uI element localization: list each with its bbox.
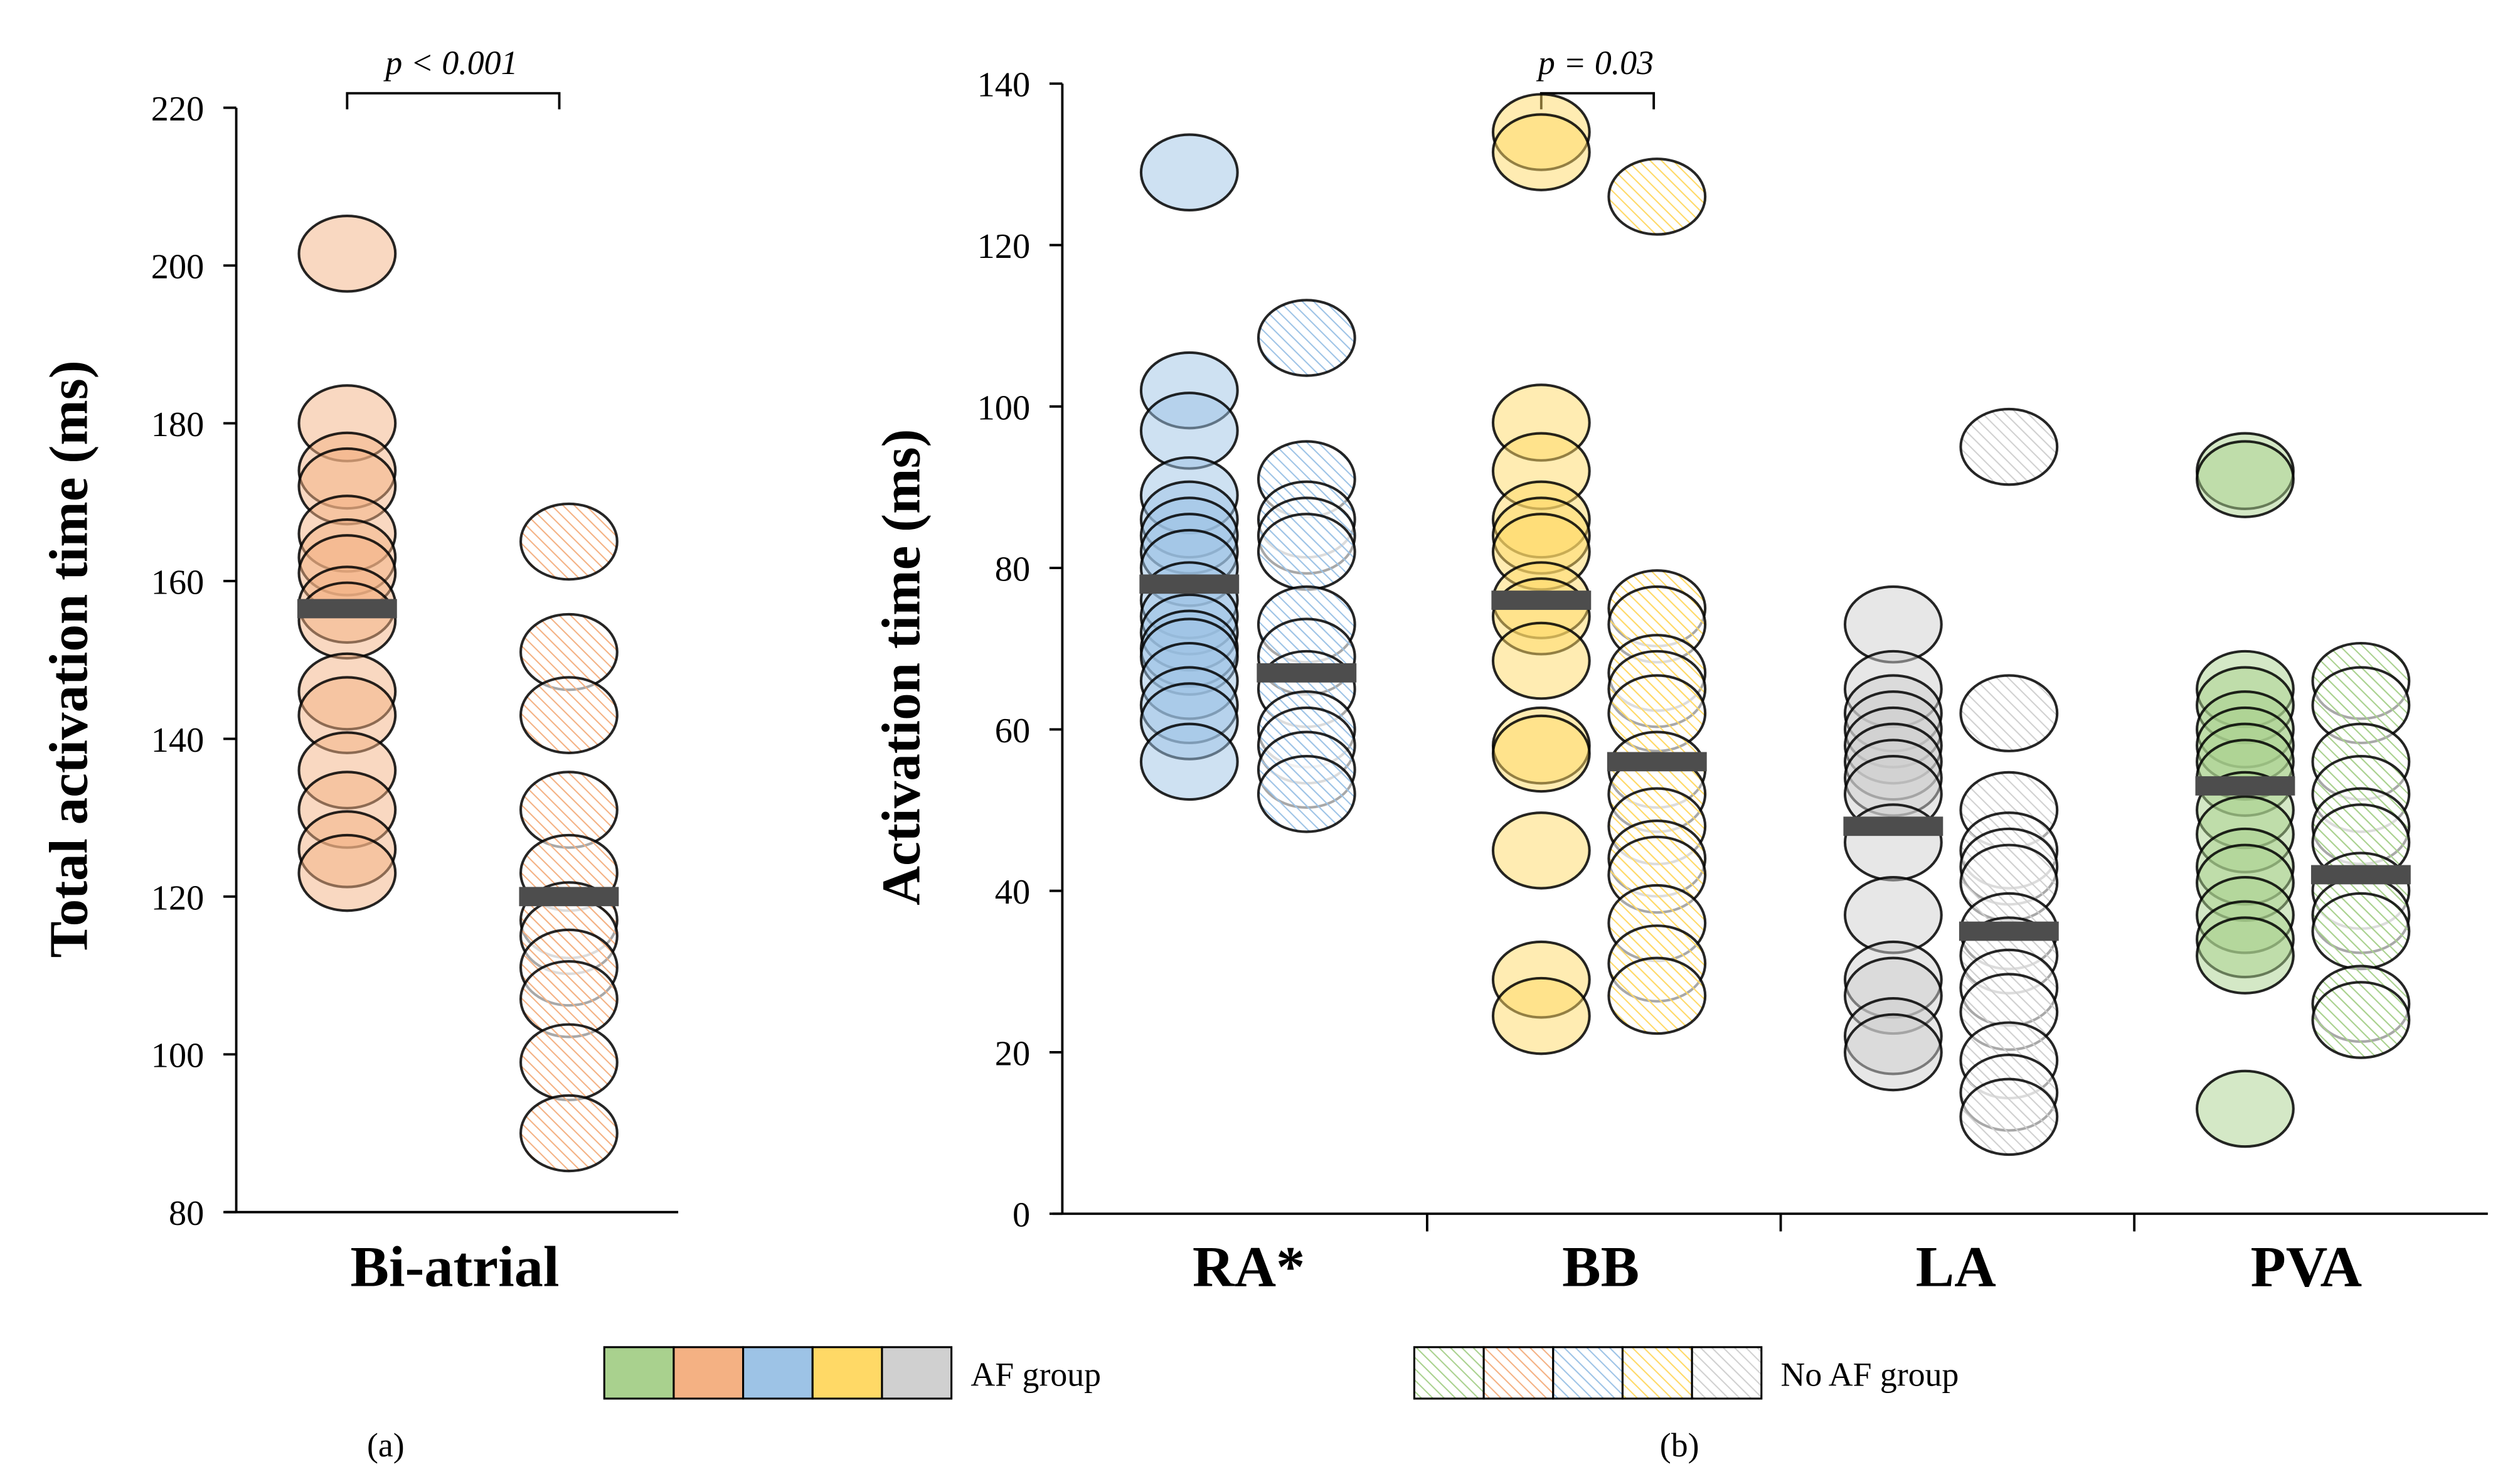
panel-b-point-bb-af — [1491, 113, 1591, 191]
panel-a-point-bi-atrial-af — [297, 581, 397, 660]
panel-b-category-label-la: LA — [1916, 1235, 1996, 1299]
panel-b-point-bb-noaf — [1607, 158, 1707, 236]
panel-a-point-bi-atrial-noaf — [519, 1023, 619, 1102]
panel-b-point-ra-af — [1139, 133, 1239, 212]
panel-b-y-axis-label: Activation time (ms) — [870, 429, 931, 905]
panel-a-y-tick-label: 80 — [169, 1194, 204, 1233]
panel-b-y-tick-label: 40 — [995, 873, 1030, 912]
legend: AF group No AF group — [603, 1346, 1959, 1400]
panel-a-chart: 80 100 120 140 160 180 200 220 Total activation… — [38, 44, 679, 1299]
panel-b-median-bar-la-af — [1843, 816, 1943, 836]
legend-noaf-swatch-green — [1413, 1346, 1485, 1400]
panel-b-y-tick-label: 120 — [977, 227, 1031, 266]
panel-a-y-axis-label: Total activation time (ms) — [38, 360, 98, 958]
panel-a-point-bi-atrial-noaf — [519, 1094, 619, 1173]
panel-b-point-pva-af — [2196, 916, 2295, 995]
panel-a-y-tick-label: 200 — [151, 248, 205, 287]
legend-af-label: AF group — [970, 1355, 1101, 1393]
panel-b-y-tick-label: 20 — [995, 1034, 1030, 1073]
panel-b-y-tick-label: 100 — [977, 388, 1031, 427]
legend-af-swatch-blue — [742, 1346, 814, 1400]
panel-b-p-value: p = 0.03 — [1536, 44, 1654, 82]
panel-b-y-tick-label: 60 — [995, 712, 1030, 750]
panel-b-caption: (b) — [1660, 1426, 1699, 1464]
panel-b-median-bar-pva-af — [2195, 776, 2295, 796]
panel-a-point-bi-atrial-af — [297, 833, 397, 912]
panel-a-y-tick-label: 160 — [151, 563, 205, 602]
legend-noaf-swatch-orange — [1482, 1346, 1555, 1400]
panel-a-y-tick-label: 100 — [151, 1037, 205, 1076]
panel-b-point-bb-af — [1491, 811, 1591, 890]
panel-b-median-bar-la-noaf — [1959, 921, 2059, 941]
panel-b-point-pva-noaf — [2311, 981, 2411, 1059]
panel-b-point-pva-af — [2196, 440, 2295, 518]
panel-b-point-la-noaf — [1959, 674, 2059, 752]
legend-af-swatch-orange — [673, 1346, 745, 1400]
panel-b-point-pva-noaf — [2311, 892, 2411, 971]
panel-b-point-ra-noaf — [1257, 513, 1356, 591]
panel-a-significance-bracket — [346, 92, 561, 110]
panel-b-category-label-ra: RA* — [1193, 1235, 1305, 1299]
panel-b-median-bar-ra-noaf — [1257, 663, 1357, 683]
panel-b-point-pva-af — [2196, 1069, 2295, 1148]
legend-noaf-swatch-yellow — [1621, 1346, 1693, 1400]
panel-a-point-bi-atrial-noaf — [519, 676, 619, 754]
panel-b-median-bar-ra-af — [1139, 574, 1240, 594]
panel-b-point-la-noaf — [1959, 407, 2059, 486]
panel-b-point-ra-af — [1139, 722, 1239, 801]
legend-af-swatch-green — [603, 1346, 675, 1400]
panel-a-point-bi-atrial-af — [297, 215, 397, 293]
legend-af-swatch-gray — [881, 1346, 953, 1400]
panel-b-point-ra-noaf — [1257, 299, 1356, 377]
panel-b-y-tick-label: 140 — [977, 66, 1031, 105]
panel-b-category-label-bb: BB — [1562, 1235, 1639, 1299]
panel-b-y-tick-label: 0 — [1013, 1196, 1030, 1235]
panel-b-point-ra-noaf — [1257, 755, 1356, 833]
panel-a-median-bar-bi-atrial-af — [297, 599, 397, 619]
panel-b-median-bar-pva-noaf — [2310, 865, 2411, 885]
legend-noaf-swatch-blue — [1552, 1346, 1624, 1400]
panel-b-point-la-af — [1843, 1013, 1943, 1092]
panel-b-median-bar-bb-af — [1491, 590, 1592, 610]
panel-a-point-bi-atrial-noaf — [519, 502, 619, 581]
panel-a-y-tick-label: 220 — [151, 90, 205, 129]
panel-a-category-label: Bi-atrial — [351, 1235, 560, 1299]
panel-b-point-bb-noaf — [1607, 956, 1707, 1035]
legend-noaf-label: No AF group — [1781, 1355, 1959, 1393]
panel-a-y-tick-label: 120 — [151, 878, 205, 917]
panel-b-point-bb-af — [1491, 621, 1591, 700]
panel-a-p-value: p < 0.001 — [383, 44, 518, 82]
panel-a-y-tick-label: 140 — [151, 721, 205, 760]
panel-a-y-tick-label: 180 — [151, 405, 205, 444]
panel-b-point-la-noaf — [1959, 1077, 2059, 1156]
panel-b-category-label-pva: PVA — [2250, 1235, 2362, 1299]
legend-af-swatch-yellow — [811, 1346, 883, 1400]
panel-a-median-bar-bi-atrial-noaf — [519, 887, 619, 907]
panel-b-point-bb-af — [1491, 714, 1591, 793]
legend-noaf-swatch-gray — [1691, 1346, 1763, 1400]
panel-b-y-tick-label: 80 — [995, 550, 1030, 589]
panel-a-caption: (a) — [367, 1426, 405, 1464]
panel-b-point-bb-af — [1491, 976, 1591, 1055]
panel-b-median-bar-bb-noaf — [1607, 752, 1707, 772]
panel-b-point-la-af — [1843, 803, 1943, 882]
